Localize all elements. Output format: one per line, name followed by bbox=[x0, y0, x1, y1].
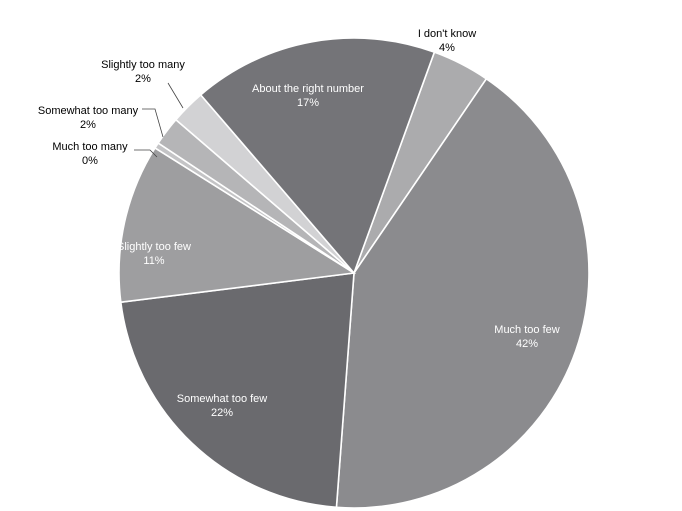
pie-slice-slightly-too-few bbox=[118, 146, 357, 304]
slice-category-text: Somewhat too few bbox=[177, 393, 268, 405]
slice-category-text: Slightly too many bbox=[101, 59, 185, 71]
slice-label-slightly-too-many: Slightly too many 2% bbox=[101, 59, 185, 85]
slice-category-text: I don't know bbox=[418, 28, 476, 40]
slice-label-somewhat-too-many: Somewhat too many 2% bbox=[38, 105, 139, 131]
pie-slice-about-the-right-number bbox=[199, 37, 436, 275]
slice-label-much-too-many: Much too many 0% bbox=[52, 141, 128, 167]
leader-lines bbox=[134, 82, 184, 158]
slice-label-much-too-few: Much too few 42% bbox=[494, 324, 559, 350]
slice-category-text: About the right number bbox=[252, 83, 364, 95]
leader-line-somewhat-too-many bbox=[142, 108, 164, 138]
leader-line-much-too-many bbox=[134, 149, 158, 158]
slice-percent-text: 42% bbox=[516, 338, 538, 350]
slice-category-text: Much too few bbox=[494, 324, 559, 336]
slice-percent-text: 4% bbox=[439, 42, 455, 54]
slice-percent-text: 2% bbox=[80, 119, 96, 131]
slice-category-text: Much too many bbox=[52, 141, 128, 153]
slice-percent-text: 0% bbox=[82, 155, 98, 167]
slice-label-somewhat-too-few: Somewhat too few 22% bbox=[177, 393, 268, 419]
slice-percent-text: 17% bbox=[297, 97, 319, 109]
slice-percent-text: 2% bbox=[135, 73, 151, 85]
slice-label-i-don-t-know: I don't know 4% bbox=[418, 28, 476, 54]
slice-label-about-the-right-number: About the right number 17% bbox=[252, 83, 364, 109]
slice-labels: I don't know 4% Much too few 42% Somewhat to… bbox=[38, 28, 560, 419]
slice-label-slightly-too-few: Slightly too few 11% bbox=[117, 241, 191, 267]
leader-line-slightly-too-many bbox=[167, 82, 184, 109]
slice-percent-text: 22% bbox=[211, 407, 233, 419]
slice-percent-text: 11% bbox=[143, 255, 164, 267]
slice-category-text: Slightly too few bbox=[117, 241, 191, 253]
pie-slices bbox=[118, 37, 590, 509]
pie-slice-much-too-few bbox=[335, 77, 590, 509]
slice-category-text: Somewhat too many bbox=[38, 105, 139, 117]
pie-slice-somewhat-too-few bbox=[119, 272, 355, 509]
